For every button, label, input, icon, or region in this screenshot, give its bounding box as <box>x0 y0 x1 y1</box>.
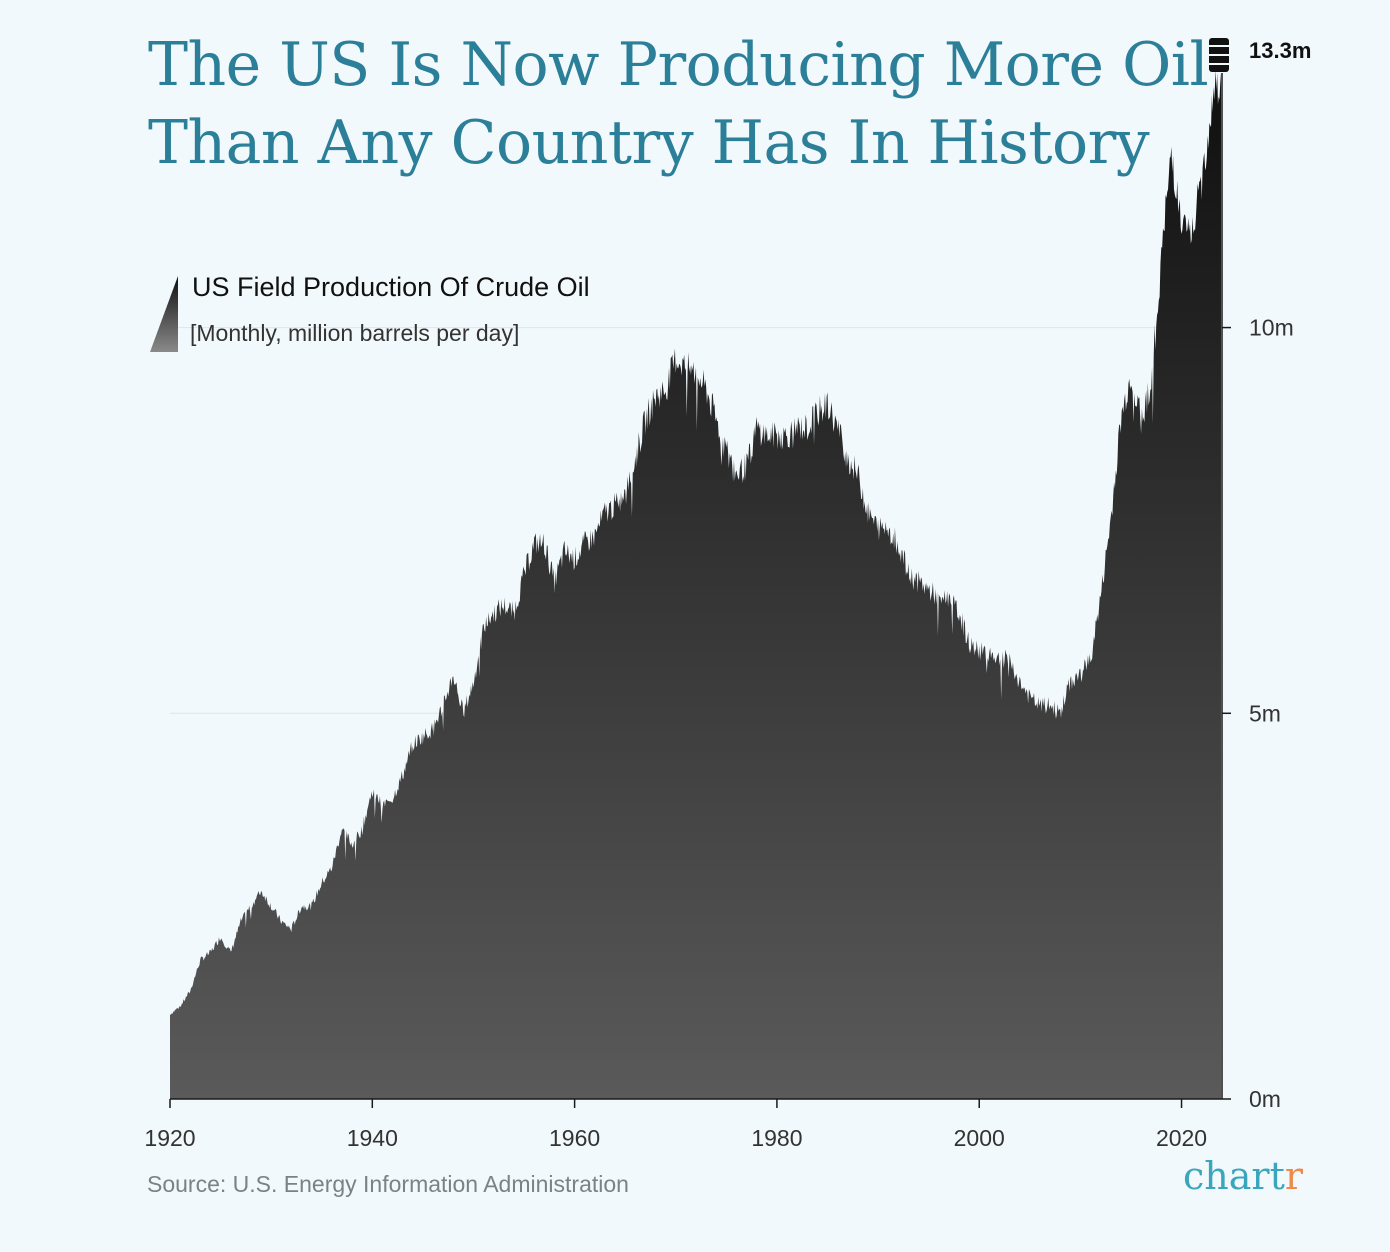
production-area <box>170 69 1221 1099</box>
axes: 1920 1940 1960 1980 2000 2020 0m 5m 10m <box>144 73 1294 1151</box>
oil-barrel-icon <box>1207 38 1231 72</box>
brand-logo: chartr <box>1183 1154 1303 1198</box>
chart-title-line-1: The US Is Now Producing More Oil <box>148 30 1209 100</box>
y-tick-label: 5m <box>1249 700 1281 726</box>
brand-logo-accent: r <box>1284 1154 1304 1198</box>
legend-label: US Field Production Of Crude Oil <box>192 272 590 302</box>
x-tick-label: 1920 <box>144 1125 195 1151</box>
source-note: Source: U.S. Energy Information Administ… <box>147 1171 629 1197</box>
peak-marker: 13.3m <box>1207 38 1311 72</box>
legend-swatch-icon <box>150 276 178 352</box>
legend-subtitle: [Monthly, million barrels per day] <box>190 320 520 346</box>
x-tick-label: 1980 <box>751 1125 802 1151</box>
x-tick-label: 1940 <box>347 1125 398 1151</box>
x-tick-label: 2020 <box>1156 1125 1207 1151</box>
x-tick-label: 2000 <box>954 1125 1005 1151</box>
x-tick-label: 1960 <box>549 1125 600 1151</box>
y-tick-label: 10m <box>1249 315 1294 341</box>
peak-value-label: 13.3m <box>1249 38 1311 63</box>
y-tick-label: 0m <box>1249 1086 1281 1112</box>
chart-title-line-2: Than Any Country Has In History <box>148 108 1150 178</box>
brand-logo-main: chart <box>1183 1154 1285 1198</box>
chart-title: The US Is Now Producing More Oil Than An… <box>148 26 1209 182</box>
